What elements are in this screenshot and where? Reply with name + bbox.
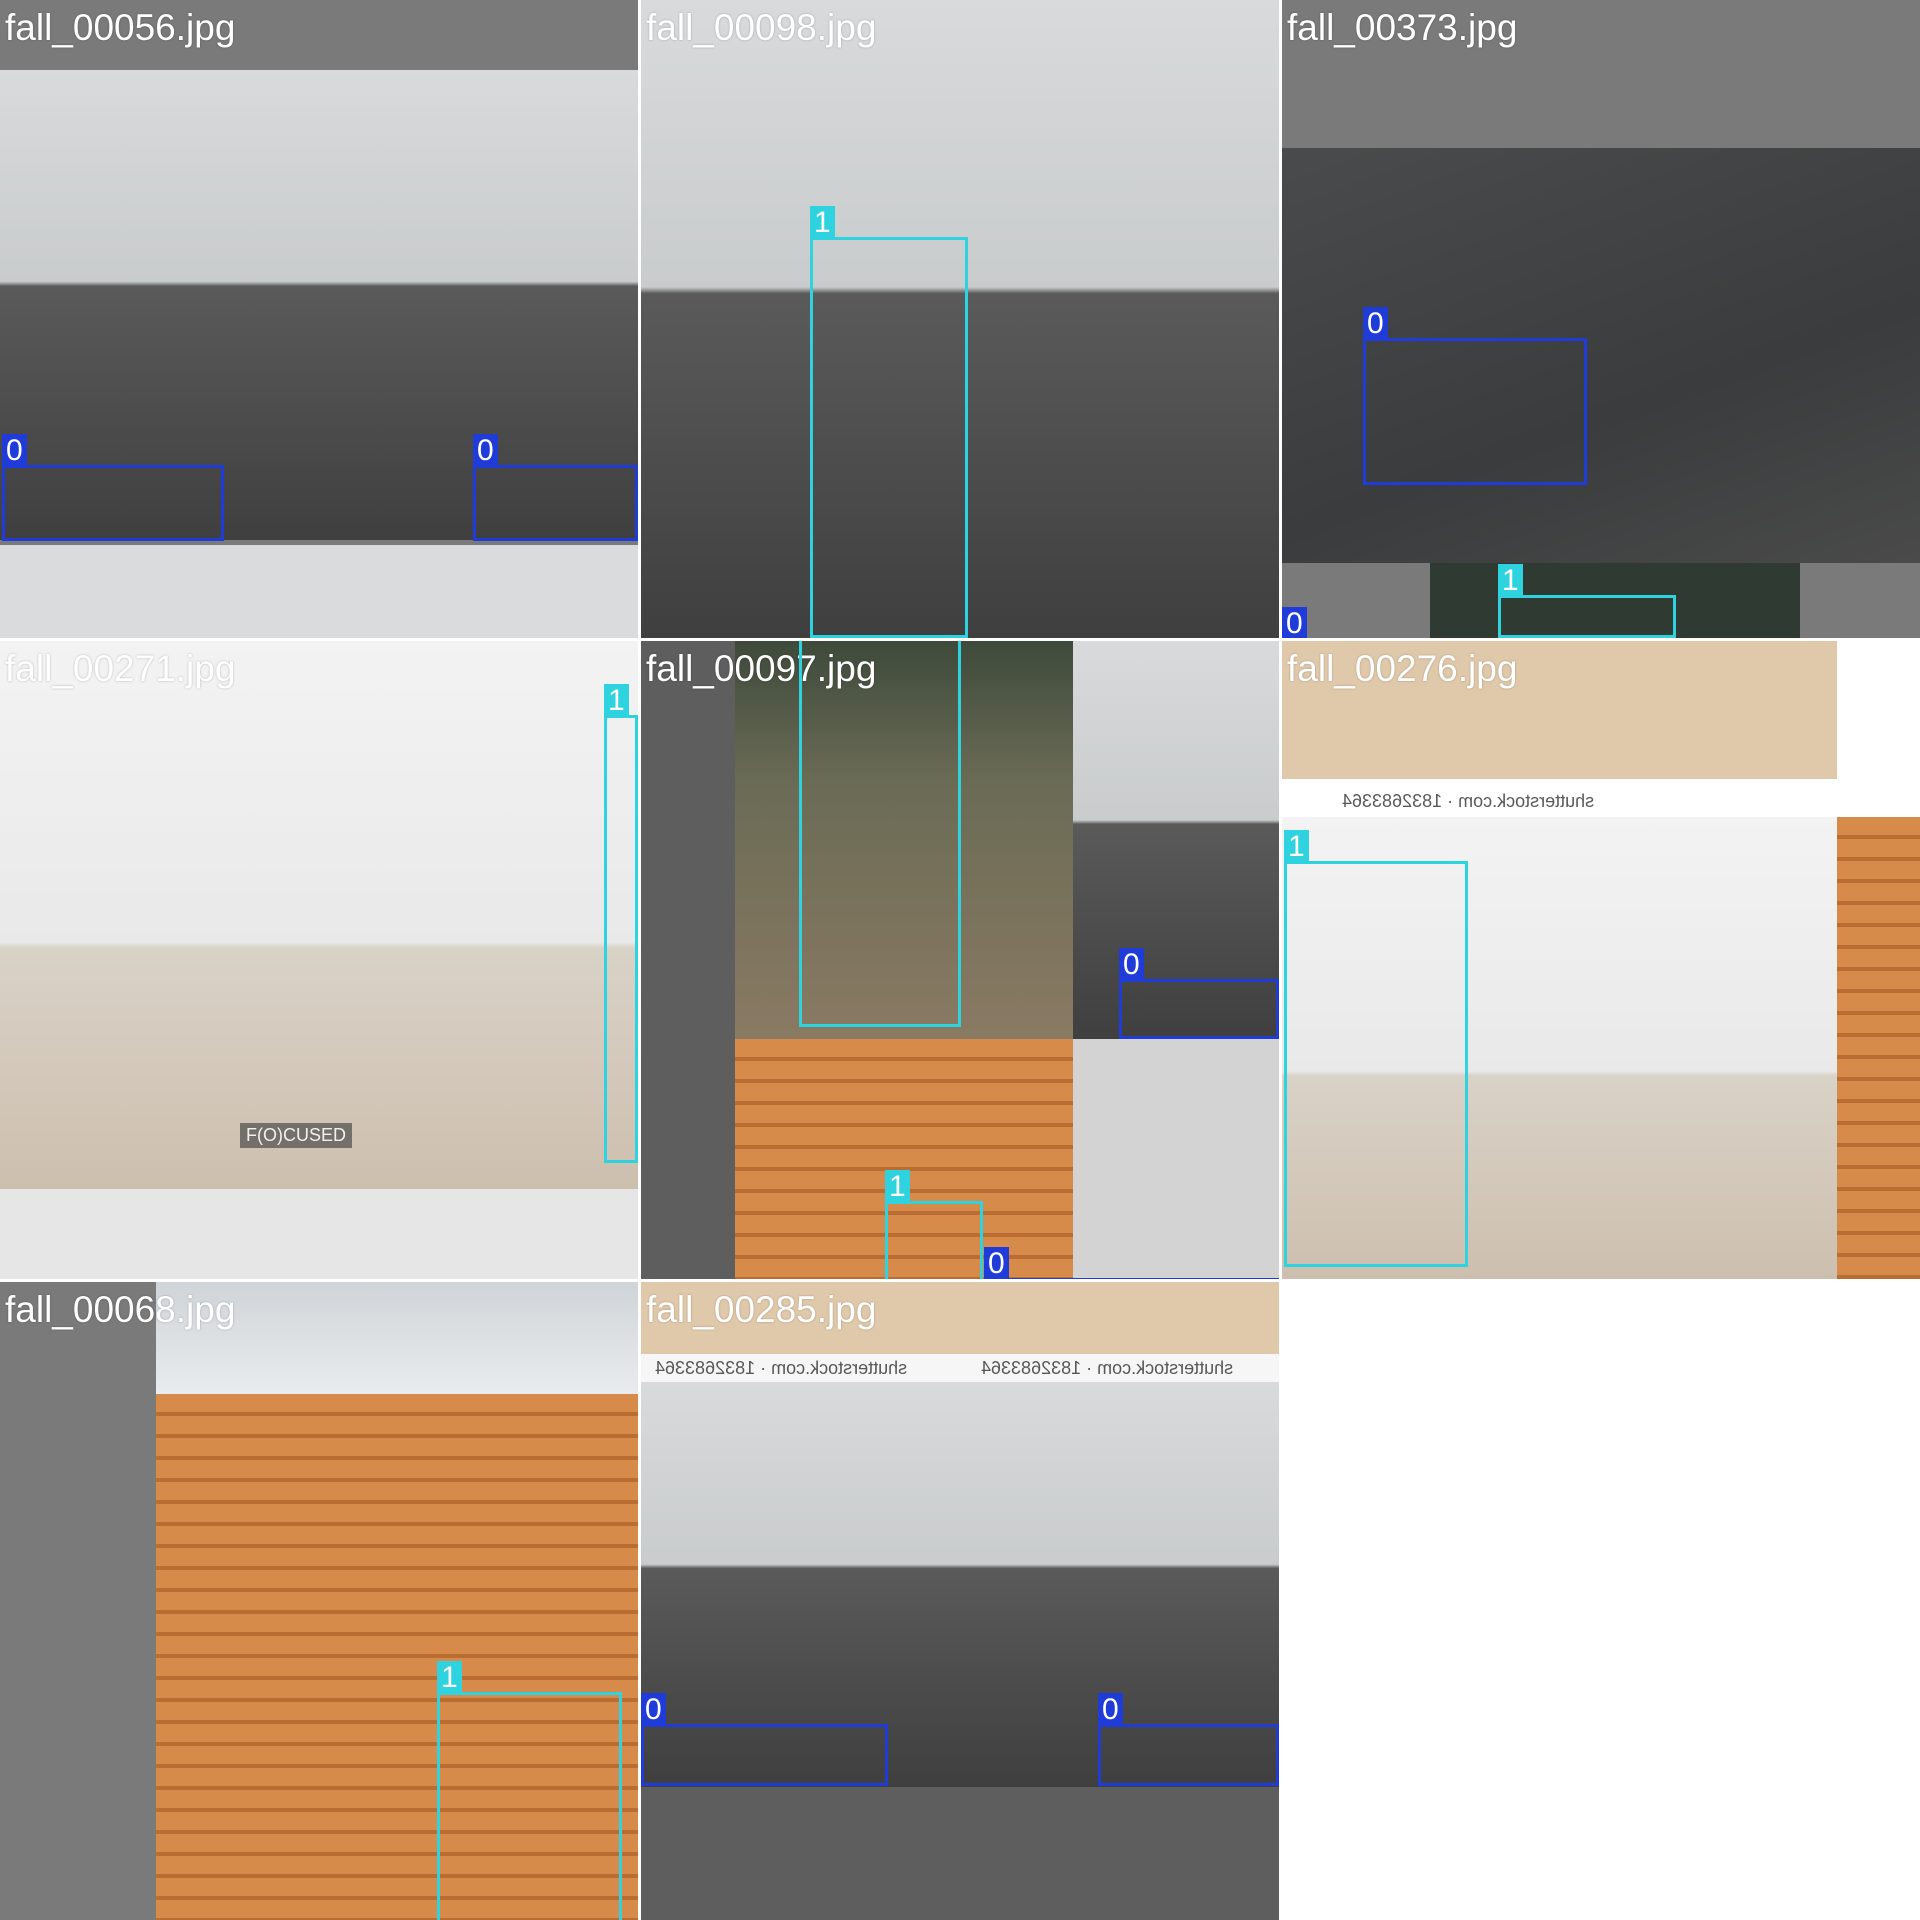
tile-fall-00276: shutterstock.com · 1832683364 fall_00276… [1282,641,1920,1279]
detection-box: 0 [641,1693,888,1786]
class-label: 0 [1098,1693,1123,1727]
tile-filename: fall_00056.jpg [5,7,236,48]
class-label: 0 [473,434,498,468]
scene-image-lower [1430,563,1800,638]
detection-box: 0 [2,434,224,541]
class-label: 1 [1498,564,1523,598]
class-label: 1 [885,1170,910,1204]
scene-image [0,641,638,1189]
class-label: 1 [810,206,835,240]
detection-box: 0 [984,1247,1279,1279]
scene-image [1282,148,1920,563]
detection-box: 1 [1284,830,1468,1267]
detection-box: 1 [810,206,968,638]
class-label: 0 [1363,307,1388,341]
scene-image [641,0,1279,638]
scene-image-strip [641,1354,1279,1382]
class-label: 0 [641,1693,666,1727]
tile-filename: fall_00276.jpg [1287,648,1518,689]
scene-image-office [1073,641,1279,1039]
scene-image-wood [156,1394,638,1920]
class-label: 0 [984,1247,1009,1279]
detection-box: 0 [473,434,638,541]
detection-box: 0 [1363,307,1587,485]
tile-filename: fall_00285.jpg [646,1289,877,1330]
tile-fall-00056: fall_00056.jpg 0 0 [0,0,638,638]
watermark-text: shutterstock.com · 1832683364 [1342,791,1595,811]
scene-image-desk [641,1282,1279,1354]
class-label: 1 [1284,830,1309,864]
scene-image-lower [0,1189,638,1279]
class-label: 1 [437,1661,462,1695]
detection-box: 1 [1498,564,1676,638]
tile-filename: fall_00373.jpg [1287,7,1518,48]
tile-fall-00285: shutterstock.com · 1832683364 shuttersto… [641,1282,1279,1920]
tile-fall-00271: F(O)CUSED fall_00271.jpg 1 [0,641,638,1279]
scene-image-forest [735,641,1073,1039]
scene-image-desk [1282,641,1837,779]
scene-image-wood [735,1039,1073,1279]
class-label: 0 [2,434,27,468]
tile-filename: fall_00098.jpg [646,7,877,48]
detection-box: 1 [604,684,638,1163]
scene-image [0,70,638,540]
tile-filename: fall_00271.jpg [5,648,236,689]
tile-fall-00098: fall_00098.jpg 1 [641,0,1279,638]
tile-fall-00097: fall_00097.jpg 0 1 1 0 [641,641,1279,1279]
watermark-text: F(O)CUSED [240,1123,352,1148]
scene-image-lower [0,545,638,638]
class-label: 1 [604,684,629,718]
tile-filename: fall_00097.jpg [646,648,877,689]
watermark-text: shutterstock.com · 1832683364 [655,1358,908,1378]
scene-image-wood [1837,817,1920,1279]
scene-image-room [1073,1039,1279,1279]
tile-fall-00373: fall_00373.jpg 0 1 0 [1282,0,1920,638]
class-label: 0 [1282,607,1307,638]
detection-box: 1 [885,1170,983,1279]
detection-box: 0 [1119,948,1279,1039]
watermark-text: shutterstock.com · 1832683364 [981,1358,1234,1378]
class-label: 0 [1119,948,1144,982]
scene-image-office-left [641,1382,937,1787]
detection-box: 1 [799,641,961,1027]
tile-fall-00068: fall_00068.jpg 1 [0,1282,638,1920]
tile-filename: fall_00068.jpg [5,1289,236,1330]
scene-image [1282,817,1837,1279]
detection-box: 0 [1098,1693,1279,1786]
scene-image-sky [156,1282,638,1394]
detection-box: 1 [437,1661,622,1920]
